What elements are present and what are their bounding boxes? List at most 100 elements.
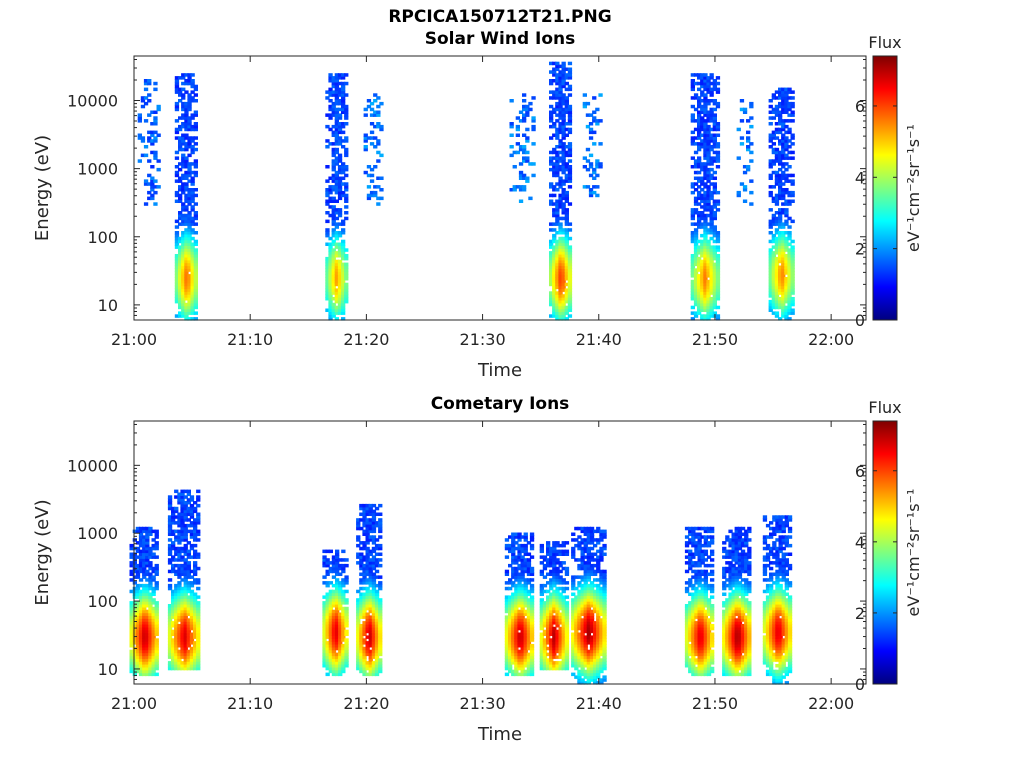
flux-cell (189, 606, 195, 611)
flux-cell (781, 288, 786, 292)
flux-cell (189, 661, 195, 665)
flux-cell (512, 165, 517, 169)
flux-cell (706, 262, 711, 267)
flux-cell (356, 555, 361, 559)
flux-cell (564, 256, 569, 261)
flux-cell (362, 666, 367, 671)
flux-cell (746, 147, 751, 152)
flux-cell (706, 291, 711, 295)
flux-cell (529, 555, 535, 559)
flux-cell (697, 196, 702, 201)
flux-cell (546, 595, 551, 599)
flux-cell (549, 256, 554, 261)
flux-cell (145, 592, 150, 596)
flux-cell (183, 495, 188, 499)
flux-cell (781, 145, 786, 149)
flux-cell (184, 285, 189, 290)
flux-cell (693, 176, 699, 180)
flux-cell (523, 644, 528, 648)
flux-cell (577, 609, 582, 614)
flux-cell (693, 119, 699, 123)
flux-cell (174, 104, 180, 109)
flux-cell (167, 546, 173, 551)
flux-cell (167, 624, 173, 628)
flux-cell (508, 641, 513, 645)
flux-cell (514, 561, 519, 565)
flux-cell (552, 311, 557, 315)
flux-cell (542, 612, 548, 616)
flux-cell (187, 216, 192, 221)
flux-cell (781, 259, 786, 264)
flux-cell (371, 581, 377, 585)
flux-cell (706, 113, 711, 117)
flux-cell (546, 604, 551, 608)
flux-cell (138, 563, 144, 568)
flux-cell (552, 222, 557, 226)
flux-cell (514, 578, 519, 582)
flux-cell (322, 561, 327, 565)
flux-cell (709, 182, 714, 186)
flux-cell (196, 498, 201, 502)
flux-cell (365, 566, 370, 571)
flux-cell (592, 185, 597, 189)
flux-cell (142, 672, 147, 677)
flux-cell (153, 110, 158, 114)
flux-cell (331, 589, 337, 594)
flux-cell (193, 274, 198, 278)
flux-cell (693, 248, 699, 252)
flux-cell (520, 638, 525, 642)
flux-cell (151, 672, 156, 677)
flux-cell (781, 147, 786, 152)
flux-cell (142, 583, 147, 588)
flux-cell (356, 658, 361, 662)
flux-cell (529, 672, 535, 677)
flux-cell (555, 598, 560, 602)
flux-cell (368, 563, 373, 568)
flux-cell (771, 185, 776, 189)
flux-cell (690, 311, 695, 315)
flux-cell (174, 84, 180, 89)
flux-cell (167, 558, 173, 562)
flux-cell (715, 245, 721, 249)
flux-cell (341, 549, 346, 554)
flux-cell (331, 646, 337, 651)
flux-cell (525, 159, 530, 163)
flux-cell (774, 265, 780, 269)
flux-cell (549, 652, 554, 657)
flux-cell (174, 615, 179, 619)
flux-cell (187, 265, 192, 269)
flux-cell (567, 268, 573, 272)
flux-cell (706, 285, 711, 290)
flux-cell (706, 297, 711, 301)
flux-cell (703, 291, 708, 295)
flux-cell (178, 256, 183, 261)
flux-cell (154, 541, 159, 545)
flux-cell (561, 649, 566, 654)
flux-cell (193, 595, 198, 599)
flux-cell (344, 294, 349, 298)
flux-cell (177, 609, 182, 614)
flux-cell (531, 127, 536, 132)
flux-cell (555, 606, 560, 611)
flux-cell (712, 188, 717, 192)
flux-cell (549, 136, 554, 140)
flux-cell (181, 185, 186, 189)
flux-cell (781, 271, 786, 275)
flux-cell (511, 535, 516, 539)
flux-cell (359, 638, 364, 642)
flux-cell (331, 569, 337, 574)
flux-cell (546, 635, 551, 639)
flux-cell (542, 658, 548, 662)
flux-cell (515, 150, 520, 155)
flux-cell (142, 598, 147, 602)
flux-cell (181, 311, 186, 315)
flux-cell (335, 561, 340, 565)
flux-cell (558, 563, 563, 568)
flux-cell (790, 291, 795, 295)
flux-cell (328, 142, 333, 146)
flux-cell (181, 254, 186, 258)
flux-cell (371, 641, 377, 645)
flux-cell (378, 598, 383, 602)
flux-cell (508, 595, 513, 599)
flux-cell (709, 176, 714, 180)
